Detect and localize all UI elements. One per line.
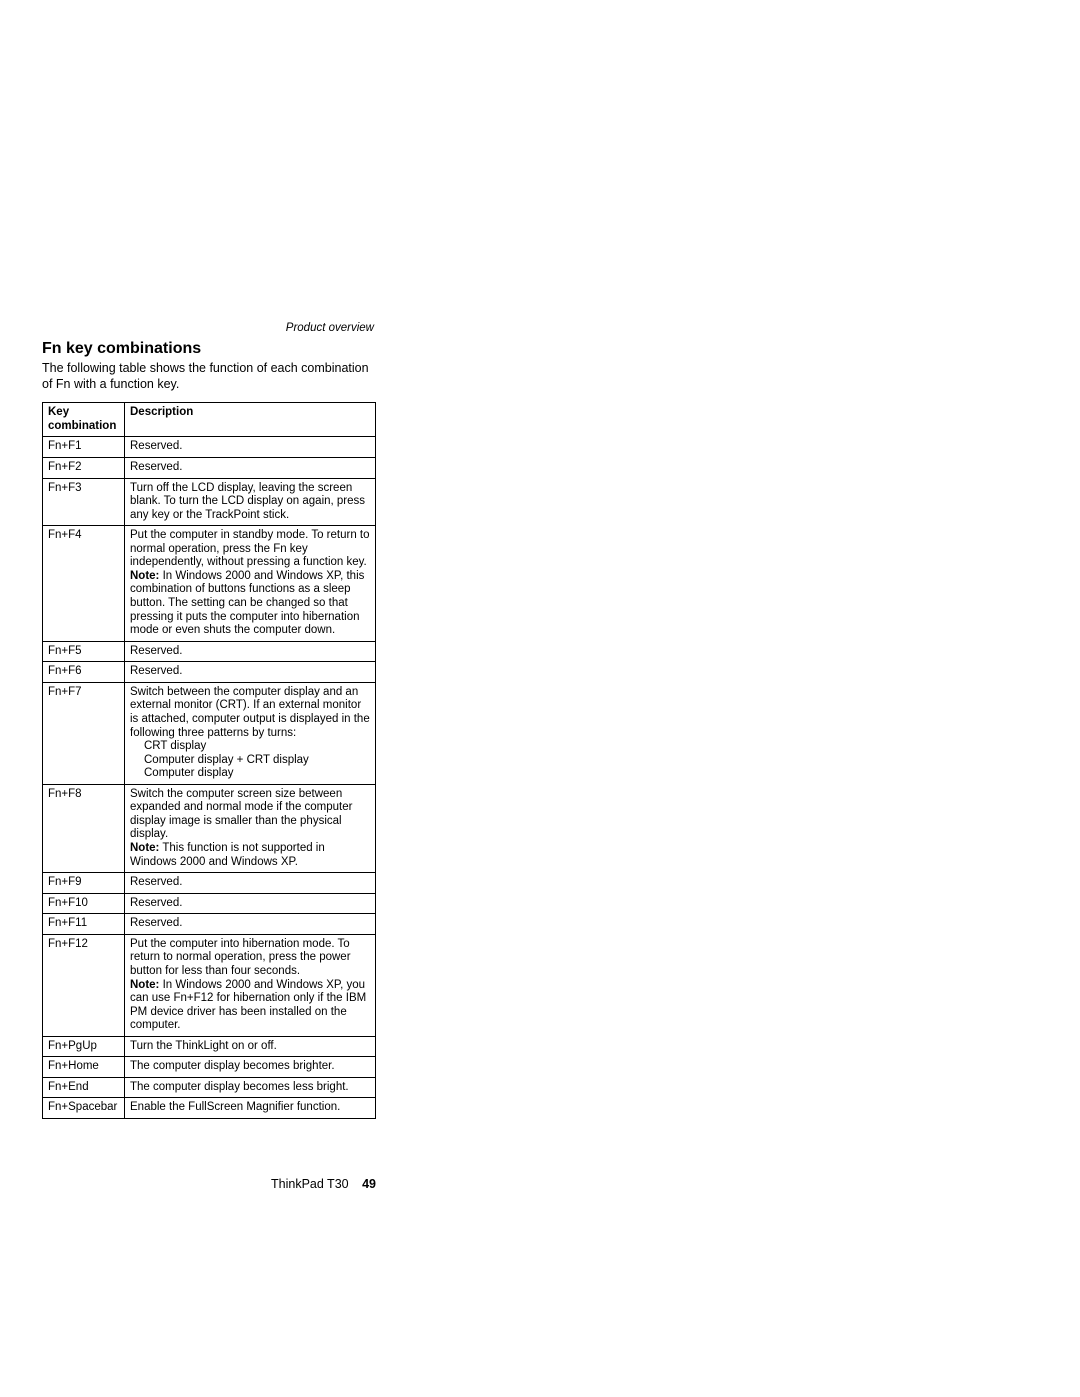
cell-key: Fn+Spacebar bbox=[43, 1098, 125, 1119]
table-row: Fn+F1 Reserved. bbox=[43, 437, 376, 458]
cell-desc: Switch between the computer display and … bbox=[125, 682, 376, 784]
table-row: Fn+Spacebar Enable the FullScreen Magnif… bbox=[43, 1098, 376, 1119]
table-row: Fn+End The computer display becomes less… bbox=[43, 1077, 376, 1098]
cell-desc: The computer display becomes brighter. bbox=[125, 1057, 376, 1078]
table-header-key: Key combination bbox=[43, 403, 125, 437]
cell-key: Fn+F9 bbox=[43, 873, 125, 894]
cell-desc: The computer display becomes less bright… bbox=[125, 1077, 376, 1098]
desc-pre: Switch the computer screen size between … bbox=[130, 788, 352, 841]
table-row: Fn+PgUp Turn the ThinkLight on or off. bbox=[43, 1036, 376, 1057]
desc-note: This function is not supported in Window… bbox=[130, 842, 325, 868]
cell-key: Fn+F3 bbox=[43, 478, 125, 526]
footer-model: ThinkPad T30 bbox=[271, 1177, 349, 1191]
cell-key: Fn+F12 bbox=[43, 934, 125, 1036]
cell-desc: Reserved. bbox=[125, 914, 376, 935]
content-block: Product overview Fn key combinations The… bbox=[42, 322, 376, 1119]
desc-list-item: CRT display bbox=[130, 740, 370, 754]
table-header-desc: Description bbox=[125, 403, 376, 437]
cell-desc: Put the computer in standby mode. To ret… bbox=[125, 526, 376, 642]
note-label: Note: bbox=[130, 979, 159, 991]
table-header-row: Key combination Description bbox=[43, 403, 376, 437]
desc-note: In Windows 2000 and Windows XP, this com… bbox=[130, 570, 364, 636]
cell-key: Fn+F11 bbox=[43, 914, 125, 935]
cell-desc: Turn off the LCD display, leaving the sc… bbox=[125, 478, 376, 526]
desc-pre: Put the computer in standby mode. To ret… bbox=[130, 529, 370, 568]
cell-key: Fn+F8 bbox=[43, 784, 125, 872]
cell-desc: Reserved. bbox=[125, 662, 376, 683]
desc-pre: Switch between the computer display and … bbox=[130, 686, 370, 739]
table-row: Fn+F8 Switch the computer screen size be… bbox=[43, 784, 376, 872]
note-label: Note: bbox=[130, 842, 159, 854]
section-intro: The following table shows the function o… bbox=[42, 361, 376, 392]
cell-desc: Turn the ThinkLight on or off. bbox=[125, 1036, 376, 1057]
cell-desc: Put the computer into hibernation mode. … bbox=[125, 934, 376, 1036]
desc-note: In Windows 2000 and Windows XP, you can … bbox=[130, 979, 366, 1032]
table-row: Fn+F12 Put the computer into hibernation… bbox=[43, 934, 376, 1036]
cell-desc: Reserved. bbox=[125, 873, 376, 894]
table-row: Fn+F10 Reserved. bbox=[43, 893, 376, 914]
cell-desc: Enable the FullScreen Magnifier function… bbox=[125, 1098, 376, 1119]
cell-key: Fn+F1 bbox=[43, 437, 125, 458]
cell-desc: Reserved. bbox=[125, 641, 376, 662]
table-row: Fn+F5 Reserved. bbox=[43, 641, 376, 662]
desc-list-item: Computer display bbox=[130, 767, 370, 781]
table-row: Fn+F6 Reserved. bbox=[43, 662, 376, 683]
table-row: Fn+F4 Put the computer in standby mode. … bbox=[43, 526, 376, 642]
note-label: Note: bbox=[130, 570, 159, 582]
cell-key: Fn+End bbox=[43, 1077, 125, 1098]
table-row: Fn+F7 Switch between the computer displa… bbox=[43, 682, 376, 784]
table-row: Fn+F3 Turn off the LCD display, leaving … bbox=[43, 478, 376, 526]
cell-key: Fn+F6 bbox=[43, 662, 125, 683]
cell-key: Fn+F7 bbox=[43, 682, 125, 784]
table-row: Fn+F11 Reserved. bbox=[43, 914, 376, 935]
cell-desc: Reserved. bbox=[125, 437, 376, 458]
fn-key-table-body: Fn+F1 Reserved. Fn+F2 Reserved. Fn+F3 Tu… bbox=[43, 437, 376, 1119]
desc-list-item: Computer display + CRT display bbox=[130, 754, 370, 768]
desc-pre: Put the computer into hibernation mode. … bbox=[130, 938, 351, 977]
cell-key: Fn+F10 bbox=[43, 893, 125, 914]
footer-page-number: 49 bbox=[362, 1177, 376, 1191]
cell-desc: Switch the computer screen size between … bbox=[125, 784, 376, 872]
section-overview-label: Product overview bbox=[42, 322, 376, 334]
section-heading: Fn key combinations bbox=[42, 340, 376, 358]
cell-desc: Reserved. bbox=[125, 893, 376, 914]
table-row: Fn+Home The computer display becomes bri… bbox=[43, 1057, 376, 1078]
page: Product overview Fn key combinations The… bbox=[0, 0, 1080, 1397]
table-row: Fn+F9 Reserved. bbox=[43, 873, 376, 894]
cell-key: Fn+PgUp bbox=[43, 1036, 125, 1057]
page-footer: ThinkPad T30 49 bbox=[42, 1177, 376, 1191]
fn-key-table: Key combination Description Fn+F1 Reserv… bbox=[42, 402, 376, 1119]
cell-key: Fn+Home bbox=[43, 1057, 125, 1078]
cell-desc: Reserved. bbox=[125, 457, 376, 478]
cell-key: Fn+F2 bbox=[43, 457, 125, 478]
cell-key: Fn+F4 bbox=[43, 526, 125, 642]
cell-key: Fn+F5 bbox=[43, 641, 125, 662]
table-row: Fn+F2 Reserved. bbox=[43, 457, 376, 478]
